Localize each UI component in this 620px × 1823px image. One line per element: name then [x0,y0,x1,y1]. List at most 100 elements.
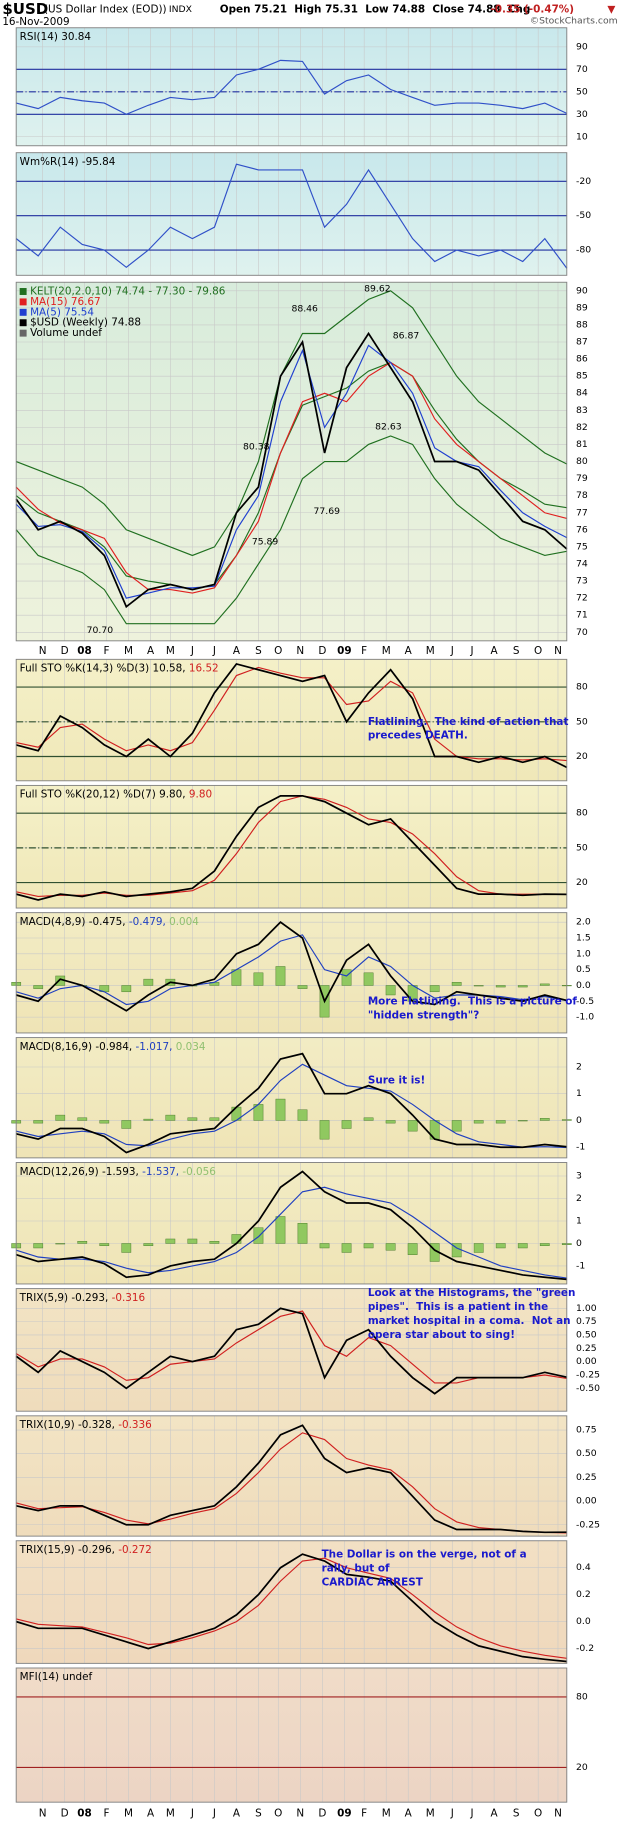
y-tick-label: 2.0 [576,917,591,928]
y-tick-label: 0.50 [576,1329,597,1340]
x-tick-label: N [554,1808,562,1820]
y-tick-label: 77 [576,507,588,518]
panel-title-part: TRIX(10,9) -0.328, [19,1419,119,1431]
panel-title: TRIX(5,9) -0.293, -0.316 [19,1292,145,1304]
y-tick-label: 82 [576,422,588,433]
panel-title-part: Full STO %K(14,3) %D(3) 10.58, [20,663,189,675]
y-tick-label: 80 [576,456,588,467]
series-line [16,666,567,762]
x-tick-label: M [426,645,435,657]
y-tick-label: 0.75 [576,1316,597,1327]
x-tick-label: F [361,645,367,657]
panel-background [16,912,567,1033]
price-label: 82.63 [375,422,402,433]
annotation: The Dollar is on the verge, not of a [322,1549,527,1561]
histogram-bar [33,1120,44,1124]
y-tick-label: 2 [576,1193,582,1204]
series-line [16,1186,567,1279]
panel-border [15,784,568,909]
panel-background [16,27,567,146]
x-tick-label: N [296,1808,304,1820]
panel-title: MACD(12,26,9) -1.593, -1.537, -0.056 [20,1166,216,1178]
y-tick-label: 70 [576,64,588,75]
x-tick-label: A [491,645,499,657]
y-tick-label: 1.00 [576,1303,597,1314]
histogram-bar [539,1243,550,1246]
histogram-bar [187,1238,198,1244]
series-line [15,361,567,591]
panel-background [16,152,567,276]
y-tick-label: 74 [576,558,588,569]
panel-title-part: Full STO %K(20,12) %D(7) 9.80, [20,789,189,801]
y-tick-label: 0 [576,1238,582,1249]
y-tick-label: 0.0 [576,980,591,991]
histogram-bar [539,1118,550,1121]
panel-title: Full STO %K(14,3) %D(3) 10.58, 16.52 [20,663,219,675]
panel-title-part: Wm%R(14) -95.84 [20,156,116,168]
x-tick-label: D [61,1808,69,1820]
y-tick-label: 0.25 [576,1472,597,1483]
panel-background [16,1162,567,1284]
x-tick-label: M [382,645,391,657]
histogram-bar [121,1243,132,1253]
x-tick-label: A [491,1808,499,1820]
histogram-bar [385,985,396,996]
legend-entry: Volume undef [30,327,102,339]
x-tick-label: A [405,1808,413,1820]
x-tick-label: S [255,1808,262,1820]
histogram-bar [407,1120,418,1132]
histogram-bar [121,1120,132,1129]
histogram-bar [209,1240,220,1244]
x-tick-label: S [513,645,520,657]
histogram-bar [385,1243,396,1251]
histogram-bar [539,983,550,986]
legend-entry: MA(5) 75.54 [30,306,94,318]
x-tick-label: A [233,645,241,657]
y-tick-label: 1.0 [576,948,591,959]
x-tick-label: M [166,645,175,657]
legend-entry: $USD (Weekly) 74.88 [30,317,141,329]
annotation: Flatlining. The kind of action that [368,716,569,728]
histogram-bar [143,1118,154,1121]
histogram-bar [363,1117,374,1121]
y-tick-label: 0.5 [576,964,591,975]
x-tick-label: J [450,1808,454,1820]
x-tick-label: D [318,1808,326,1820]
x-tick-label: N [39,645,47,657]
panel-title: TRIX(15,9) -0.296, -0.272 [19,1544,152,1556]
series-line [15,921,567,1012]
legend-swatch [19,319,27,327]
histogram-bar [297,985,308,989]
histogram-bar [165,1238,176,1244]
y-tick-label: 78 [576,490,588,501]
annotation: More Flatlining. This is a picture of [368,996,578,1008]
panel-border [15,27,568,147]
y-tick-label: 50 [576,716,588,727]
y-tick-label: 75 [576,541,588,552]
x-tick-label: N [554,645,562,657]
y-tick-label: 90 [576,285,588,296]
price-label: 86.87 [393,331,420,342]
source: ©StockCharts.com [530,15,618,26]
annotation: Sure it is! [368,1074,425,1086]
series-line [16,59,568,115]
y-tick-label: 72 [576,593,588,604]
x-tick-label: A [147,1808,155,1820]
change: -0.35 (-0.47%) [490,3,574,15]
y-tick-label: -0.2 [576,1643,594,1654]
y-tick-label: 86 [576,354,588,365]
y-tick-label: -0.50 [576,1383,600,1394]
panel-title-part: MACD(4,8,9) -0.475, [20,916,129,928]
panel-title-part: -0.272 [118,1544,152,1556]
panel-title-part: 0.004 [169,916,199,928]
histogram-bar [363,972,374,986]
histogram-bar [319,1243,330,1249]
exchange: INDX [169,4,193,15]
x-tick-label: F [103,645,109,657]
panel-background [16,1415,567,1537]
histogram-bar [341,969,352,986]
x-tick-label: M [124,645,133,657]
histogram-bar [253,972,264,986]
